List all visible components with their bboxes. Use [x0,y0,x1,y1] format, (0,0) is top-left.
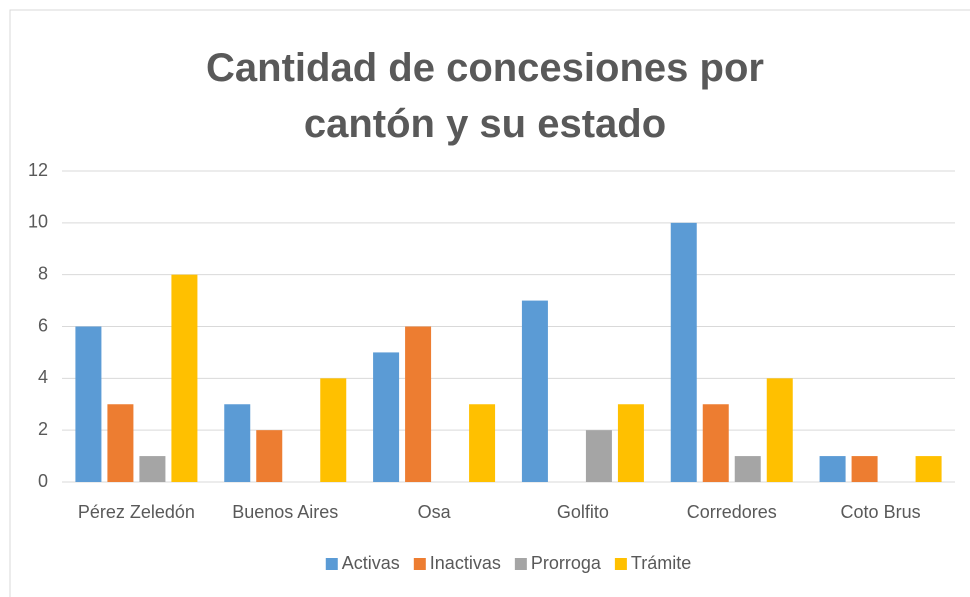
chart-title: Cantidad de concesiones por cantón y su … [206,46,764,146]
bar [670,222,697,483]
bar [107,404,134,482]
y-tick-label: 4 [38,367,48,387]
bar [75,326,102,482]
x-tick-label: Buenos Aires [232,502,338,522]
legend-swatch [325,558,338,570]
bar [405,326,432,482]
bar [521,300,548,482]
bar [585,430,612,482]
legend-swatch [514,558,527,570]
bar [851,456,878,482]
x-tick-label: Golfito [557,502,609,522]
bar [469,404,496,482]
legend-label: Inactivas [430,553,501,573]
y-tick-label: 12 [28,160,48,180]
bar [224,404,251,482]
bar [320,378,347,482]
y-tick-label: 2 [38,419,48,439]
y-tick-label: 6 [38,315,48,335]
bar [819,456,846,482]
bar [915,456,942,482]
x-tick-label: Corredores [687,502,777,522]
x-tick-label: Pérez Zeledón [78,502,195,522]
x-tick-label: Osa [418,502,452,522]
bar [702,404,729,482]
legend-label: Prorroga [531,553,602,573]
bar [139,456,166,482]
bar [171,274,198,482]
y-tick-label: 10 [28,212,48,232]
x-tick-label: Coto Brus [841,502,921,522]
bar [256,430,283,482]
legend-swatch [614,558,627,570]
legend-label: Trámite [631,553,691,573]
bar [617,404,644,482]
bar [766,378,793,482]
legend-label: Activas [342,553,400,573]
y-tick-label: 8 [38,263,48,283]
bar [373,352,400,482]
bar [734,456,761,482]
legend-swatch [413,558,426,570]
chart-border [9,9,970,597]
y-tick-label: 0 [38,471,48,491]
